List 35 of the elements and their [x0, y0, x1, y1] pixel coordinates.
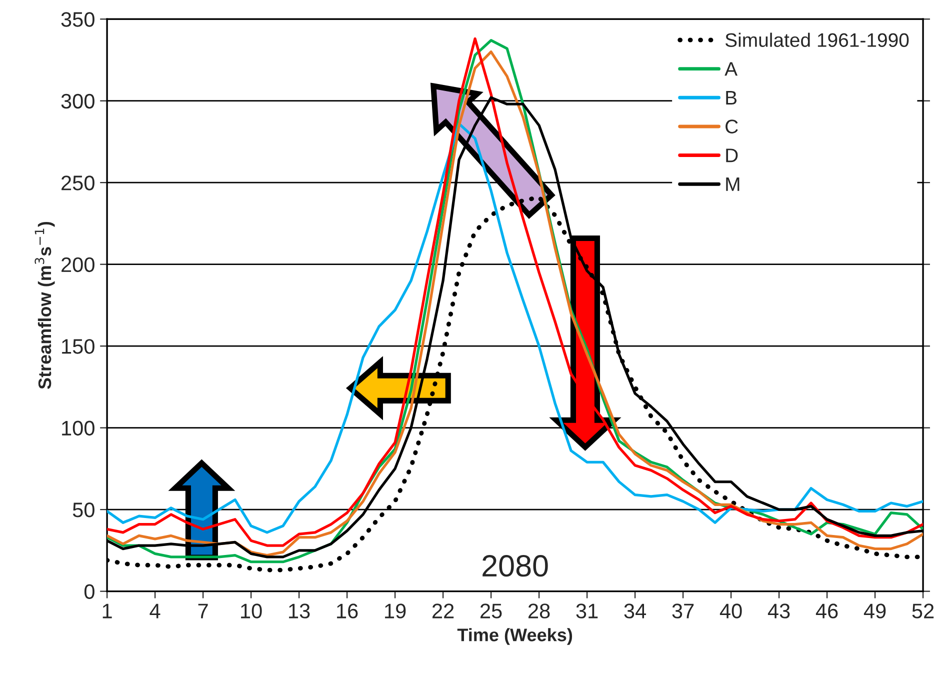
- y-tick-label: 300: [61, 94, 94, 109]
- x-tick-label: 22: [432, 604, 454, 618]
- x-axis-title: Time (Weeks): [457, 628, 572, 645]
- x-tick-label: 34: [624, 604, 646, 618]
- y-tick-label: 200: [62, 257, 94, 272]
- x-tick-label: 7: [198, 604, 208, 618]
- x-tick-label: 52: [912, 604, 934, 618]
- annotation: 2080: [482, 555, 548, 577]
- x-tick-label: 16: [337, 604, 358, 618]
- y-tick-label: 350: [61, 12, 94, 27]
- legend-label: B: [726, 91, 737, 104]
- legend-label: A: [724, 62, 738, 76]
- x-tick-label: 10: [241, 604, 262, 618]
- x-tick-label: 40: [720, 604, 742, 618]
- x-tick-label: 49: [864, 604, 886, 618]
- x-tick-label: 4: [150, 604, 160, 618]
- y-tick-label: 0: [84, 584, 94, 600]
- x-tick-label: 28: [528, 604, 550, 618]
- x-tick-label: 37: [672, 604, 694, 618]
- x-tick-label: 46: [816, 604, 838, 618]
- y-axis-title: Streamflow (m$^{3}$s$^{−1}$): [34, 222, 55, 389]
- legend-label: Simulated 1961-1990: [725, 32, 909, 47]
- x-tick-label: 43: [768, 604, 790, 618]
- x-tick-label: 13: [289, 604, 310, 618]
- y-tick-label: 100: [62, 420, 94, 436]
- y-tick-label: 50: [72, 502, 94, 518]
- legend-label: C: [726, 120, 738, 134]
- x-tick-label: 31: [576, 604, 598, 618]
- x-tick-label: 25: [480, 604, 502, 618]
- legend-label: D: [726, 148, 738, 162]
- legend-label: M: [726, 178, 740, 191]
- y-tick-label: 250: [62, 176, 94, 190]
- x-tick-label: 1: [102, 604, 112, 618]
- y-tick-label: 150: [62, 339, 94, 354]
- x-tick-label: 19: [385, 604, 406, 618]
